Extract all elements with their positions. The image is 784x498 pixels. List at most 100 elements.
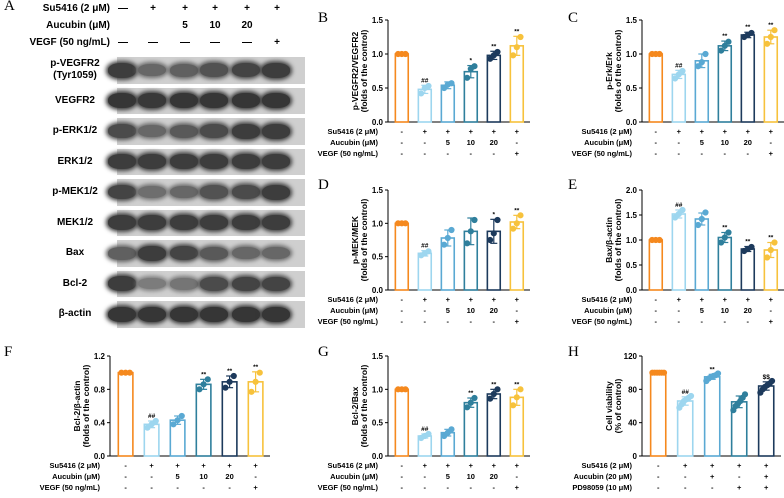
blot-condition-label: VEGF (50 ng/mL) [29,37,110,48]
condition-value: + [764,483,769,492]
data-point [425,430,432,438]
data-point [767,33,774,41]
data-point [698,59,705,66]
blot-band [232,123,260,139]
blot-condition-value: — [242,37,252,48]
data-point [771,27,778,34]
y-axis-label-units: (% of control) [613,378,623,433]
panel-letter-h: H [568,344,579,360]
bar [757,385,775,457]
condition-value: 10 [199,472,207,481]
condition-value: - [657,461,660,470]
condition-value: - [401,472,404,481]
y-axis-label: Bcl-2/Bax [350,386,360,425]
condition-value: 20 [490,138,498,147]
blot-condition-value: — [118,3,128,14]
condition-value: - [701,317,704,326]
significance-label: ** [491,381,497,388]
condition-label: VEGF (50 ng/mL) [572,149,633,158]
blot-band [200,154,228,170]
data-point [517,386,524,393]
bar [648,53,664,123]
data-point [441,84,448,92]
data-point [425,82,432,90]
panel-letter-a: A [4,0,15,14]
blot-band [262,276,290,291]
bar [486,393,502,457]
data-point [494,216,501,224]
blot-strip [108,87,305,114]
condition-value: + [149,461,154,470]
condition-label: Su5416 (2 μM) [582,295,633,304]
condition-value: + [769,127,774,136]
condition-value: - [424,138,427,147]
blot-condition-value: — [148,37,158,48]
y-tick-label: 0.0 [626,118,638,127]
significance-label: ** [201,371,207,378]
condition-value: 20 [225,472,233,481]
condition-value: + [469,295,474,304]
blot-condition-value: 10 [209,20,221,31]
condition-value: + [253,483,258,492]
condition-value: + [469,461,474,470]
blot-strip [108,301,305,328]
condition-value: + [492,127,497,136]
condition-value: - [228,483,231,492]
condition-value: - [124,461,127,470]
condition-value: - [493,483,496,492]
y-tick-label: 0.8 [94,385,106,394]
data-point [656,236,663,244]
blot-condition-value: + [274,3,280,14]
bar [509,221,525,291]
condition-value: - [254,472,257,481]
data-point [764,254,771,261]
condition-value: - [655,306,658,315]
data-point [152,417,159,425]
data-point [425,248,432,255]
blot-band [108,276,136,292]
condition-value: - [401,295,404,304]
panel-letter-f: F [4,344,13,360]
data-point [679,206,686,214]
condition-value: - [770,138,773,147]
blot-band [200,185,228,200]
data-point [170,421,177,428]
condition-label: Aucubin (μM) [330,138,378,147]
blot-label: p-MEK1/2 [52,186,98,197]
condition-label: Aucubin (μM) [584,138,632,147]
blot-band [108,154,136,170]
condition-value: + [446,127,451,136]
blot-condition-value: + [212,3,218,14]
blot-band [262,123,290,139]
bar [394,53,410,123]
condition-value: - [447,317,450,326]
blot-band [138,245,166,261]
condition-value: - [401,461,404,470]
data-point [748,243,755,251]
data-point [725,38,732,45]
data-point [675,210,682,218]
blot-band [108,93,136,109]
data-point [467,228,474,235]
blot-band [108,246,136,260]
blot-band [200,246,228,260]
significance-label: ** [514,381,520,388]
data-point [200,381,207,388]
y-tick-label: 0.0 [372,118,384,127]
panel-letter-c: C [568,10,579,26]
data-point [487,395,494,402]
significance-label: ## [421,77,429,84]
data-point [448,80,455,87]
data-point [702,50,709,58]
y-tick-label: 1.0 [372,219,384,228]
condition-value: - [424,306,427,315]
condition-value: + [423,461,428,470]
condition-label: Aucubin (20 μM) [574,472,633,481]
condition-label: Aucubin (μM) [330,306,378,315]
blot-band [200,276,228,291]
data-point [656,50,663,58]
condition-value: + [201,461,206,470]
condition-value: - [655,149,658,158]
condition-value: - [424,483,427,492]
